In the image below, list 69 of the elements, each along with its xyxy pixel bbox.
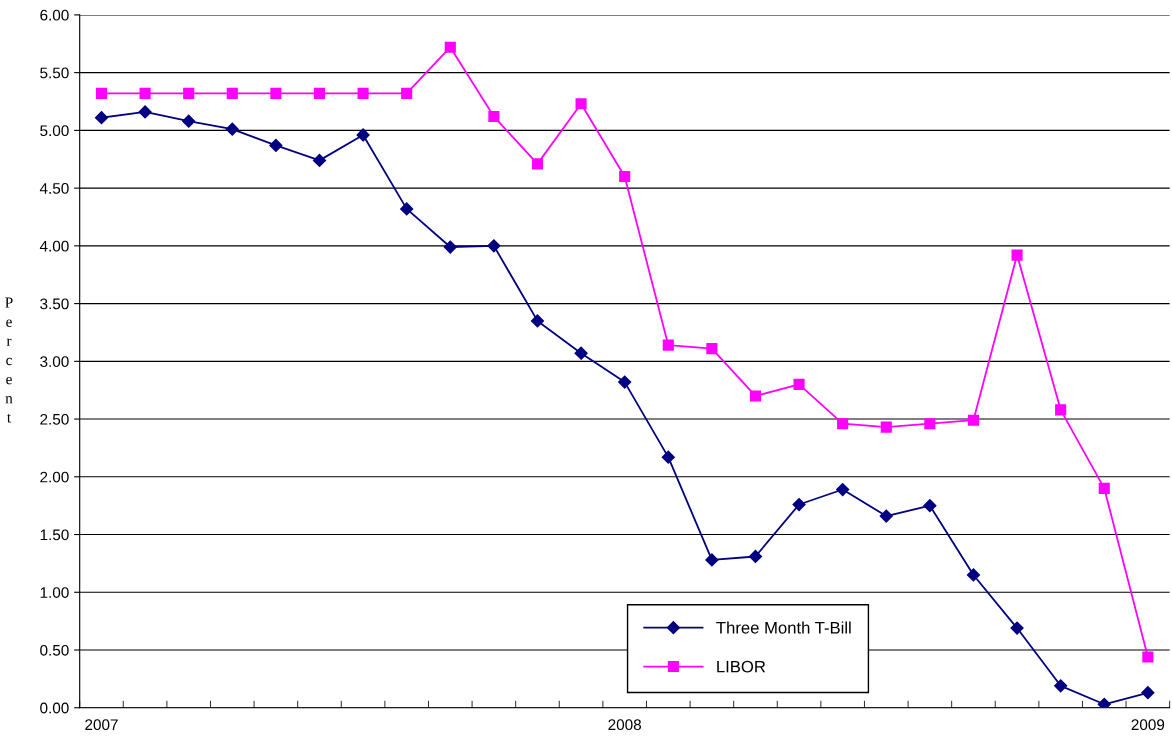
point bbox=[226, 87, 238, 99]
point bbox=[401, 87, 413, 99]
point bbox=[705, 553, 719, 567]
point bbox=[1097, 697, 1111, 708]
point bbox=[1055, 404, 1067, 416]
point bbox=[1054, 679, 1068, 693]
point bbox=[1142, 651, 1154, 663]
point bbox=[269, 138, 283, 152]
point bbox=[183, 87, 195, 99]
y-tick-label: 6.00 bbox=[40, 9, 69, 21]
point bbox=[793, 378, 805, 390]
point bbox=[487, 239, 501, 253]
x-tick-label: 2009 bbox=[1131, 719, 1165, 731]
point bbox=[531, 158, 544, 170]
x-tick-label: 2007 bbox=[85, 719, 118, 731]
y-tick-label: 4.50 bbox=[39, 182, 69, 194]
point bbox=[879, 509, 893, 523]
y-tick-label: 1.00 bbox=[40, 587, 69, 598]
point bbox=[488, 110, 500, 123]
point bbox=[400, 202, 414, 216]
point bbox=[836, 482, 850, 497]
point bbox=[662, 339, 674, 351]
legend-label: Three Month T-Bill bbox=[716, 621, 851, 634]
x-tick-label: 2008 bbox=[608, 719, 642, 731]
point bbox=[619, 171, 631, 183]
point bbox=[444, 41, 456, 53]
point bbox=[792, 497, 806, 512]
point bbox=[880, 421, 892, 433]
point bbox=[182, 114, 196, 128]
point bbox=[139, 87, 151, 99]
y-tick-label: 3.50 bbox=[40, 298, 69, 310]
point bbox=[661, 450, 675, 464]
point bbox=[575, 98, 587, 110]
point bbox=[356, 128, 370, 142]
y-tick-label: 2.50 bbox=[40, 413, 69, 425]
y-tick-label: 0.00 bbox=[40, 702, 69, 714]
point bbox=[1098, 482, 1110, 494]
point bbox=[1141, 686, 1155, 700]
y-tick-label: 4.00 bbox=[39, 240, 69, 252]
y-tick-label: 3.00 bbox=[40, 356, 69, 368]
point bbox=[967, 414, 980, 426]
point bbox=[313, 87, 326, 99]
point bbox=[357, 87, 369, 99]
y-tick-label: 5.00 bbox=[40, 125, 69, 137]
point bbox=[270, 87, 282, 99]
point bbox=[837, 418, 849, 430]
legend-label: LIBOR bbox=[717, 660, 766, 673]
y-tick-label: 5.50 bbox=[40, 67, 69, 79]
point bbox=[924, 418, 936, 430]
point bbox=[138, 105, 152, 119]
y-tick-label: 2.00 bbox=[40, 471, 69, 483]
point bbox=[706, 343, 718, 355]
point bbox=[312, 153, 327, 167]
point bbox=[530, 314, 545, 328]
point bbox=[749, 390, 762, 402]
point bbox=[1010, 621, 1024, 635]
point bbox=[94, 111, 109, 125]
point bbox=[225, 122, 239, 136]
point bbox=[923, 499, 937, 513]
point bbox=[574, 346, 588, 360]
point bbox=[618, 375, 632, 389]
y-tick-label: 0.50 bbox=[40, 644, 69, 656]
point bbox=[443, 240, 457, 254]
point bbox=[748, 549, 763, 564]
point bbox=[1011, 249, 1023, 261]
y-tick-label: 1.50 bbox=[40, 529, 69, 541]
point bbox=[95, 87, 108, 99]
y-axis-title: Percent bbox=[5, 297, 13, 423]
point bbox=[966, 568, 981, 582]
